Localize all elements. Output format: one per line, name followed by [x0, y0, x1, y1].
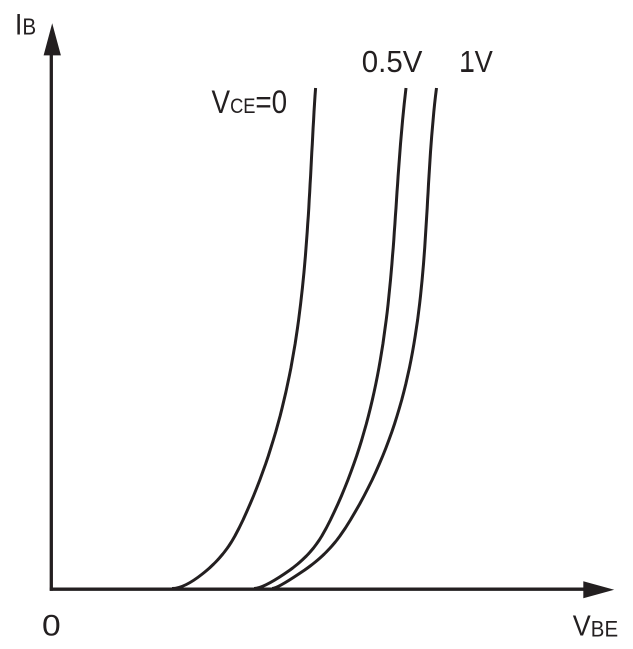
- svg-text:IB: IB: [15, 8, 36, 42]
- svg-text:VBE: VBE: [573, 609, 618, 641]
- svg-text:VCE=0: VCE=0: [212, 85, 288, 120]
- svg-text:0: 0: [42, 608, 61, 642]
- svg-text:0.5V: 0.5V: [362, 45, 423, 79]
- svg-text:1V: 1V: [460, 45, 494, 79]
